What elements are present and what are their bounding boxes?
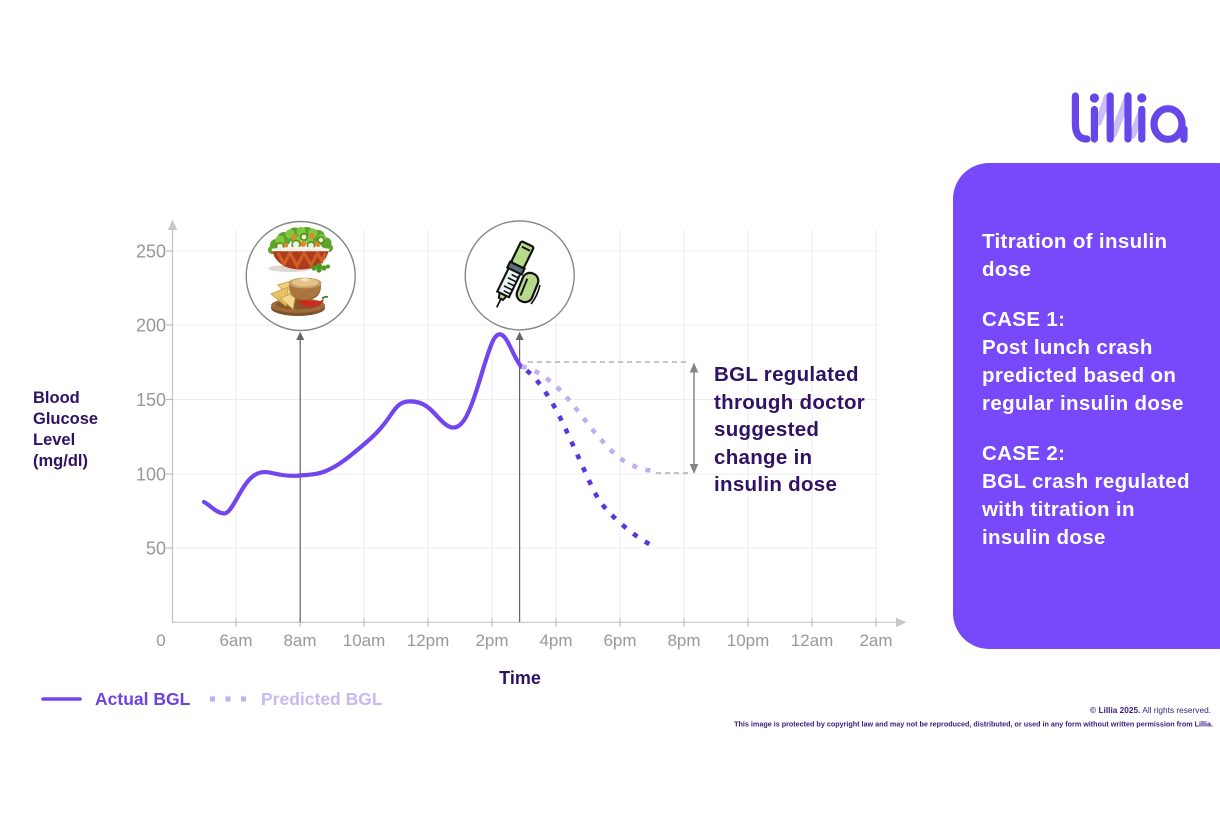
- svg-text:dose: dose: [982, 258, 1031, 281]
- svg-text:10pm: 10pm: [727, 631, 770, 650]
- svg-text:© Lillia 2025. All rights rese: © Lillia 2025. All rights reserved.: [1090, 705, 1211, 715]
- svg-text:2pm: 2pm: [475, 631, 508, 650]
- svg-text:BGL regulated: BGL regulated: [714, 363, 859, 386]
- svg-text:8pm: 8pm: [667, 631, 700, 650]
- svg-text:through doctor: through doctor: [714, 391, 865, 414]
- svg-text:200: 200: [136, 316, 166, 336]
- svg-text:100: 100: [136, 465, 166, 485]
- svg-text:CASE 1:: CASE 1:: [982, 308, 1065, 331]
- svg-text:(mg/dl): (mg/dl): [33, 452, 88, 470]
- svg-text:insulin dose: insulin dose: [982, 526, 1106, 549]
- svg-text:6pm: 6pm: [603, 631, 636, 650]
- svg-text:Time: Time: [499, 668, 541, 688]
- svg-text:regular insulin dose: regular insulin dose: [982, 392, 1184, 415]
- svg-text:50: 50: [146, 539, 166, 559]
- svg-text:0: 0: [156, 631, 165, 650]
- svg-text:with titration in: with titration in: [981, 498, 1135, 521]
- svg-text:Glucose: Glucose: [33, 410, 98, 428]
- svg-text:8am: 8am: [283, 631, 316, 650]
- svg-text:Blood: Blood: [33, 389, 80, 407]
- svg-text:150: 150: [136, 390, 166, 410]
- svg-text:250: 250: [136, 242, 166, 262]
- svg-text:12am: 12am: [791, 631, 834, 650]
- svg-text:suggested: suggested: [714, 418, 819, 441]
- svg-text:10am: 10am: [343, 631, 386, 650]
- svg-text:predicted based on: predicted based on: [982, 364, 1176, 387]
- svg-text:4pm: 4pm: [539, 631, 572, 650]
- svg-text:12pm: 12pm: [407, 631, 450, 650]
- svg-text:BGL crash regulated: BGL crash regulated: [982, 470, 1190, 493]
- svg-text:change in: change in: [714, 446, 812, 469]
- svg-text:6am: 6am: [219, 631, 252, 650]
- svg-text:Post lunch crash: Post lunch crash: [982, 336, 1153, 359]
- svg-text:Level: Level: [33, 431, 75, 449]
- svg-text:Titration of insulin: Titration of insulin: [982, 230, 1167, 253]
- svg-text:insulin dose: insulin dose: [714, 473, 837, 496]
- svg-text:2am: 2am: [859, 631, 892, 650]
- svg-text:CASE 2:: CASE 2:: [982, 442, 1065, 465]
- svg-text:Predicted BGL: Predicted BGL: [261, 689, 383, 709]
- svg-text:This image is protected by cop: This image is protected by copyright law…: [734, 720, 1213, 729]
- svg-text:Actual BGL: Actual BGL: [95, 689, 191, 709]
